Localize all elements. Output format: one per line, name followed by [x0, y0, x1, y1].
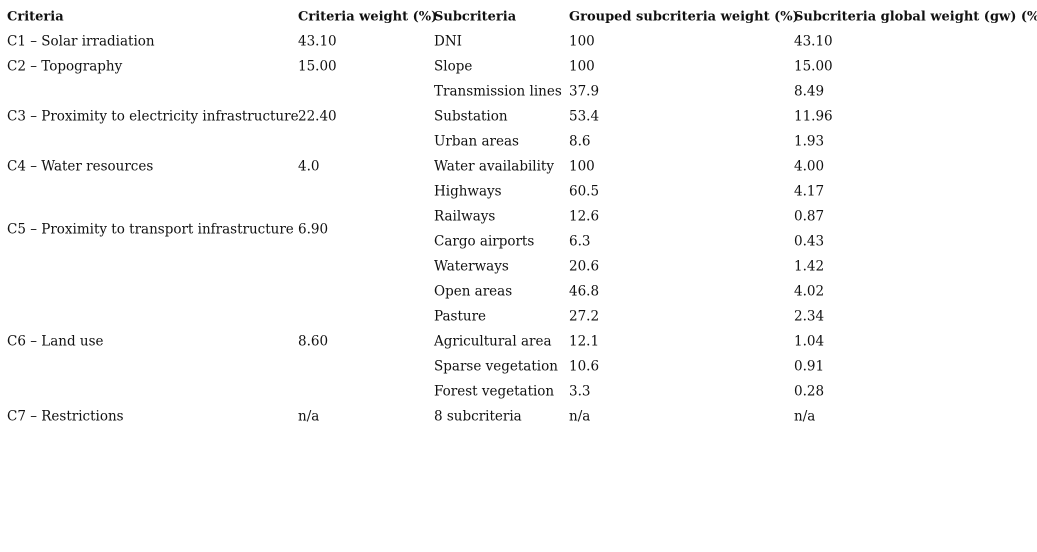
header-cell: Criteria weight (%)	[298, 9, 438, 25]
criterion-weight: 15.00	[298, 58, 337, 75]
grouped-weight: 60.5	[569, 183, 600, 200]
global-weight: 0.87	[794, 208, 825, 225]
grouped-weight: 6.3	[569, 233, 591, 250]
subcriterion: Highways	[434, 183, 502, 200]
global-weight: 43.10	[794, 33, 833, 50]
criterion: C5 – Proximity to transport infrastructu…	[7, 220, 294, 237]
grouped-weight: n/a	[569, 408, 591, 425]
criterion-weight: 43.10	[298, 33, 337, 50]
subcriterion: Sparse vegetation	[434, 358, 558, 375]
subcriterion: Open areas	[434, 283, 513, 300]
global-weight: 0.91	[794, 358, 825, 375]
grouped-weight: 100	[569, 158, 595, 175]
subcriterion: Cargo airports	[434, 233, 535, 250]
criterion-weight: 22.40	[298, 108, 337, 125]
grouped-weight: 10.6	[569, 358, 600, 375]
global-weight: 1.93	[794, 133, 825, 150]
grouped-weight: 100	[569, 33, 595, 50]
subcriterion: Agricultural area	[434, 333, 552, 350]
header-cell: Grouped subcriteria weight (%)	[569, 9, 799, 25]
global-weight: n/a	[794, 408, 816, 425]
global-weight: 1.04	[794, 333, 825, 350]
global-weight: 15.00	[794, 58, 833, 75]
subcriterion: Transmission lines	[434, 83, 562, 100]
grouped-weight: 8.6	[569, 133, 591, 150]
global-weight: 0.28	[794, 383, 825, 400]
criterion: C2 – Topography	[7, 58, 123, 75]
subcriterion: Forest vegetation	[434, 383, 555, 400]
criterion: C4 – Water resources	[7, 158, 154, 175]
subcriterion: Urban areas	[434, 133, 519, 150]
subcriterion: Pasture	[434, 308, 487, 325]
global-weight: 0.43	[794, 233, 825, 250]
grouped-weight: 3.3	[569, 383, 591, 400]
subcriterion: Waterways	[434, 258, 509, 275]
global-weight: 4.17	[794, 183, 825, 200]
criterion-weight: n/a	[298, 408, 320, 425]
criterion: C6 – Land use	[7, 333, 104, 350]
header-cell: Subcriteria global weight (gw) (%)	[794, 9, 1037, 25]
grouped-weight: 53.4	[569, 108, 600, 125]
grouped-weight: 12.6	[569, 208, 600, 225]
global-weight: 4.02	[794, 283, 825, 300]
criterion-weight: 6.90	[298, 220, 329, 237]
criterion-weight: 4.0	[298, 158, 320, 175]
grouped-weight: 20.6	[569, 258, 600, 275]
subcriterion: DNI	[434, 33, 462, 50]
grouped-weight: 12.1	[569, 333, 600, 350]
grouped-weight: 27.2	[569, 308, 600, 325]
grouped-weight: 100	[569, 58, 595, 75]
subcriterion: Railways	[434, 208, 496, 225]
subcriterion: Substation	[434, 108, 508, 125]
global-weight: 11.96	[794, 108, 833, 125]
global-weight: 8.49	[794, 83, 825, 100]
global-weight: 1.42	[794, 258, 825, 275]
subcriterion: Slope	[434, 58, 473, 75]
global-weight: 4.00	[794, 158, 825, 175]
subcriterion: 8 subcriteria	[434, 408, 522, 425]
criterion: C3 – Proximity to electricity infrastruc…	[7, 108, 299, 125]
header-cell: Subcriteria	[434, 9, 517, 25]
criterion: C1 – Solar irradiation	[7, 33, 155, 50]
grouped-weight: 37.9	[569, 83, 600, 100]
global-weight: 2.34	[794, 308, 825, 325]
criterion: C7 – Restrictions	[7, 408, 124, 425]
criterion-weight: 8.60	[298, 333, 329, 350]
grouped-weight: 46.8	[569, 283, 600, 300]
subcriterion: Water availability	[434, 158, 554, 175]
header-cell: Criteria	[7, 9, 64, 25]
